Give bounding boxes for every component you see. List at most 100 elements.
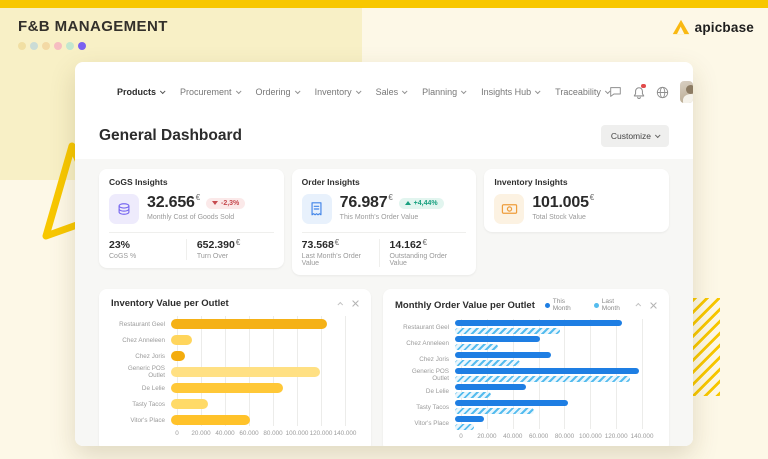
axis-tick-label: 120.000 (309, 430, 333, 437)
nav-right: WELCOME THOMAS, Your Hotel Library (609, 74, 693, 110)
close-icon[interactable] (650, 301, 657, 309)
close-icon[interactable] (352, 300, 359, 307)
chart-row-generic-pos-outlet: Generic POS Outlet (395, 367, 657, 383)
bar-last-month-chez-joris (455, 360, 521, 366)
receipt-icon (301, 194, 332, 224)
apicbase-logo-icon (672, 19, 689, 35)
trend-down-icon (212, 201, 218, 205)
bar-track (171, 351, 359, 361)
bar-de-lelie (171, 383, 283, 393)
chart-row-chez-joris: Chez Joris (395, 351, 657, 367)
bar-this-month-generic-pos-outlet (455, 368, 639, 374)
order-value: 76.987€ (339, 193, 393, 211)
axis-tick-label: 60.000 (239, 430, 259, 437)
card-title: Inventory Insights (494, 177, 568, 187)
nav-item-insights-hub[interactable]: Insights Hub (481, 87, 541, 97)
bar-track (455, 352, 657, 366)
cogs-percent-stat: 23% CoGS % (109, 239, 137, 260)
axis-tick-label: 100.000 (578, 433, 602, 440)
chart-title: Monthly Order Value per Outlet (395, 299, 535, 311)
collapse-icon[interactable] (337, 301, 344, 308)
monthly-order-chart-card: Monthly Order Value per Outlet This Mont… (383, 289, 669, 446)
gridline (321, 316, 322, 426)
axis-tick-label: 0 (459, 433, 463, 440)
nav-item-products[interactable]: Products (117, 87, 166, 97)
axis-tick-label: 20.000 (477, 433, 497, 440)
bar-last-month-generic-pos-outlet (455, 376, 630, 382)
chart-row-restaurant-geel: Restaurant Geel (395, 319, 657, 335)
trend-up-icon (404, 201, 411, 205)
axis-tick-label: 20.000 (191, 430, 211, 437)
legend-item-this-month[interactable]: This Month (544, 298, 584, 312)
category-label: Generic POS Outlet (411, 368, 449, 382)
gridline (512, 319, 514, 429)
dashboard-content: CoGS Insights 32.656€ (75, 159, 693, 446)
chart-row-chez-anneleen: Chez Anneleen (111, 332, 359, 348)
bar-restaurant-geel (171, 319, 328, 329)
nav-item-procurement[interactable]: Procurement (180, 87, 242, 97)
bar-track (171, 335, 359, 345)
chart-row-vitor-s-place: Vitor's Place (111, 412, 359, 428)
charts-row: Inventory Value per Outlet Restaurant Ge… (99, 289, 669, 446)
inventory-value-chart: Restaurant Geel Chez Anneleen Chez Joris Ge… (111, 316, 359, 439)
bar-track (455, 336, 657, 350)
nav-item-label: Sales (375, 87, 399, 97)
bar-track (171, 399, 359, 409)
order-subtitle: This Month's Order Value (339, 214, 419, 221)
outstanding-order-stat: 14.162€ Outstanding Order Value (378, 238, 467, 267)
chevron-down-icon (159, 88, 166, 95)
bar-last-month-chez-anneleen (455, 344, 498, 350)
bell-icon[interactable] (633, 83, 646, 99)
chart-row-tasty-tacos: Tasty Tacos (395, 399, 657, 415)
page-header: General Dashboard Customize (75, 110, 693, 159)
nav-item-inventory[interactable]: Inventory (314, 87, 362, 97)
chart-title: Inventory Value per Outlet (111, 298, 229, 309)
nav-item-label: Inventory (314, 87, 352, 97)
category-label: De Lelie (425, 387, 449, 395)
axis-tick-label: 80.000 (263, 430, 283, 437)
customize-button[interactable]: Customize (600, 125, 669, 147)
cogs-subtitle: Monthly Cost of Goods Sold (147, 214, 235, 221)
chevron-down-icon (401, 88, 408, 95)
cogs-insights-card: CoGS Insights 32.656€ (99, 169, 284, 268)
bar-track (455, 416, 657, 430)
category-label: Vitor's Place (130, 416, 165, 424)
category-label: Restaurant Geel (119, 320, 165, 328)
main-nav: Products Procurement Ordering Inventory Sale… (75, 74, 693, 110)
avatar-body (682, 94, 693, 103)
avatar[interactable] (679, 81, 693, 103)
chevron-down-icon (355, 88, 362, 95)
nav-item-planning[interactable]: Planning (422, 87, 467, 97)
category-label: Chez Joris (135, 352, 165, 360)
legend-label: This Month (552, 298, 571, 312)
axis-tick-label: 60.000 (528, 433, 549, 440)
chat-icon[interactable] (609, 86, 622, 98)
bar-chez-joris (171, 351, 185, 361)
legend-item-last-month[interactable]: Last Month (593, 298, 633, 312)
order-insights-card: Order Insights 76.987€ +4,44% (291, 169, 477, 275)
nav-item-sales[interactable]: Sales (375, 87, 408, 97)
chart-row-generic-pos-outlet: Generic POS Outlet (111, 364, 359, 380)
nav-item-ordering[interactable]: Ordering (256, 87, 301, 97)
bar-track (171, 415, 359, 425)
gridline (345, 316, 346, 426)
bar-track (455, 384, 657, 398)
nav-item-label: Insights Hub (481, 87, 532, 97)
insight-cards-row: CoGS Insights 32.656€ (99, 169, 670, 275)
bar-last-month-tasty-tacos (455, 408, 534, 414)
axis-tick-label: 140.000 (333, 430, 357, 437)
category-label: Chez Anneleen (122, 336, 165, 344)
nav-item-traceability[interactable]: Traceability (555, 87, 611, 97)
inventory-insights-card: Inventory Insights 101.005€ (484, 169, 670, 232)
bar-this-month-chez-joris (455, 352, 551, 358)
axis-tick-label: 140.000 (630, 433, 654, 440)
chart-row-chez-joris: Chez Joris (111, 348, 359, 364)
globe-icon[interactable] (656, 86, 669, 99)
page-brand: F&B MANAGEMENT (18, 18, 168, 50)
app-window: Products Procurement Ordering Inventory Sale… (75, 62, 693, 446)
category-label: Chez Anneleen (406, 339, 449, 347)
inventory-subtitle: Total Stock Value (532, 214, 586, 221)
chevron-down-icon (294, 88, 301, 95)
collapse-icon[interactable] (635, 302, 642, 309)
bar-this-month-de-lelie (455, 384, 526, 390)
